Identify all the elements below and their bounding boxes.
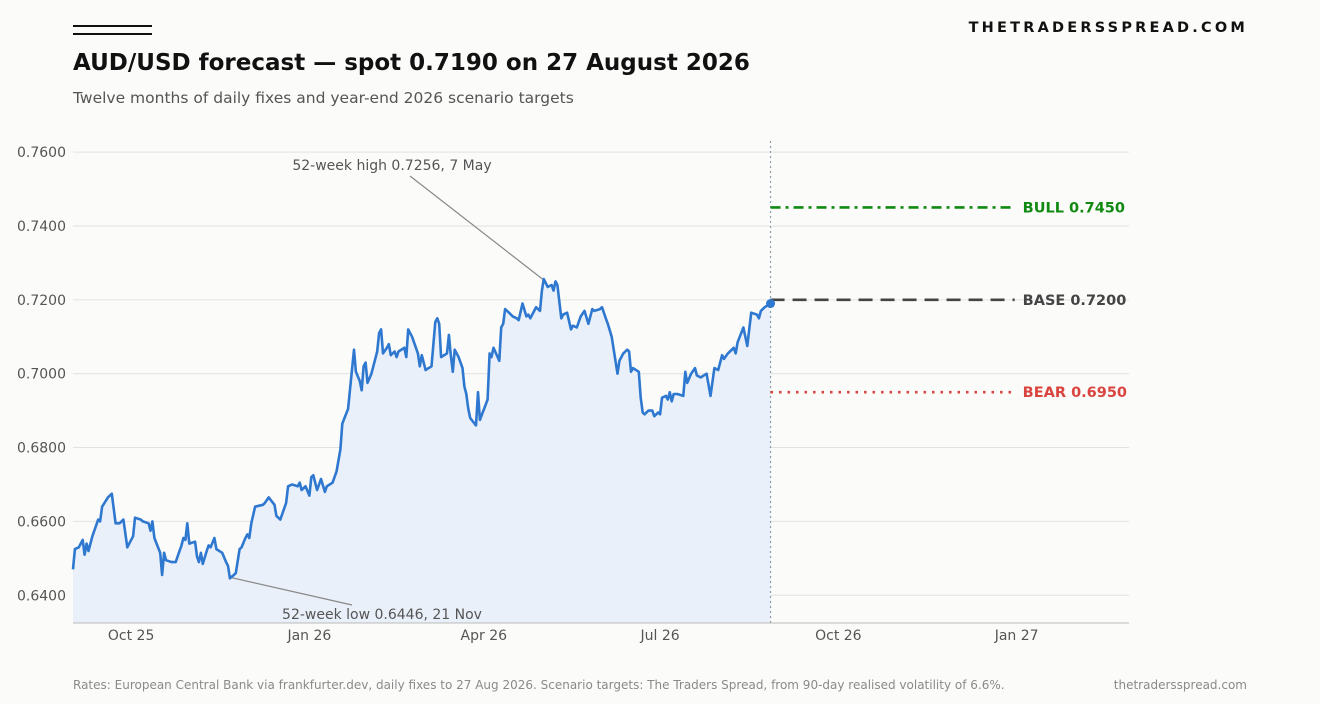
axis-layer: 0.6400 0.6600 0.6800 0.7000 0.7200 0.7400 0.76… [17,145,1129,644]
x-tick-label: Jan 26 [286,628,331,644]
high-annotation-text: 52-week high 0.7256, 7 May [292,158,491,174]
low-annotation-text: 52-week low 0.6446, 21 Nov [282,607,482,623]
x-tick-label: Oct 26 [815,628,862,644]
spot-rate-line [71,277,772,580]
y-tick-label: 0.6400 [17,588,66,604]
chart-title: AUD/USD forecast — spot 0.7190 on 27 Aug… [73,50,750,76]
x-tick-label: Apr 26 [461,628,508,644]
low-annotation-leader [229,576,353,606]
spot-marker [766,299,776,309]
bear-scenario-label: BEAR 0.6950 [1023,385,1127,401]
footer-site: thetradersspread.com [1113,678,1247,692]
y-tick-label: 0.6600 [17,514,66,530]
footer-source-note: Rates: European Central Bank via frankfu… [73,678,1005,692]
y-tick-label: 0.7600 [17,145,66,161]
x-tick-label: Jan 27 [994,628,1039,644]
history-area-fill [73,279,771,623]
brand-rule-top [73,25,152,27]
x-tick-label: Jul 26 [640,628,680,644]
base-scenario-label: BASE 0.7200 [1023,293,1127,309]
x-tick-label: Oct 25 [108,628,154,644]
y-tick-label: 0.7200 [17,293,66,309]
y-tick-label: 0.7000 [17,367,66,383]
y-tick-label: 0.7400 [17,219,66,235]
chart-subtitle: Twelve months of daily fixes and year-en… [73,89,574,107]
bull-scenario-label: BULL 0.7450 [1023,200,1125,216]
annotation-layer: 52-week high 0.7256, 7 May 52-week low 0.… [229,158,545,623]
scenario-layer: BULL 0.7450 BASE 0.7200 BEAR 0.6950 [766,141,1127,623]
brand-rule-bottom [73,33,152,35]
y-tick-label: 0.6800 [17,441,66,457]
brand-wordmark: THETRADERSSPREAD.COM [968,20,1248,36]
high-annotation-leader [409,175,545,281]
